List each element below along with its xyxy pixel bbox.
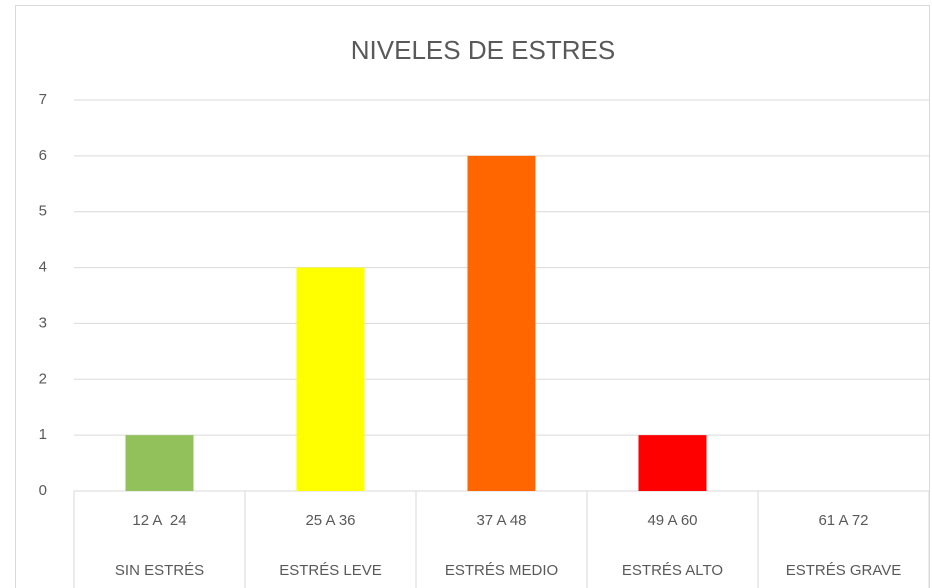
- x-tick-label: 25 A 36: [305, 512, 355, 529]
- x-tick-label: 49 A 60: [647, 512, 697, 529]
- x-group-label: ESTRÉS MEDIO: [445, 562, 558, 579]
- bar: [638, 435, 707, 491]
- y-tick-label: 6: [39, 147, 47, 164]
- chart-title: NIVELES DE ESTRES: [351, 35, 615, 65]
- x-tick-label: 61 A 72: [818, 512, 868, 529]
- y-tick-label: 4: [39, 259, 47, 276]
- x-group-label: ESTRÉS GRAVE: [786, 562, 902, 579]
- y-tick-label: 7: [39, 91, 47, 108]
- x-group-label: ESTRÉS ALTO: [622, 562, 723, 579]
- y-tick-label: 0: [39, 482, 47, 499]
- x-group-label: ESTRÉS LEVE: [279, 562, 382, 579]
- y-tick-label: 3: [39, 314, 47, 331]
- y-tick-label: 2: [39, 370, 47, 387]
- bar: [296, 267, 365, 491]
- y-tick-label: 5: [39, 203, 47, 220]
- bar: [467, 155, 536, 491]
- x-tick-label: 37 A 48: [476, 512, 526, 529]
- bar: [125, 435, 194, 491]
- y-tick-label: 1: [39, 426, 47, 443]
- x-group-label: SIN ESTRÉS: [115, 562, 204, 579]
- x-tick-label: 12 A 24: [132, 512, 186, 529]
- chart-border: [15, 5, 930, 588]
